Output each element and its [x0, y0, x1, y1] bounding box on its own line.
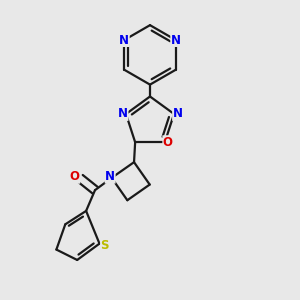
- Text: N: N: [172, 107, 183, 121]
- Text: O: O: [70, 170, 80, 183]
- Text: O: O: [163, 136, 173, 149]
- Text: N: N: [105, 170, 115, 183]
- Text: N: N: [119, 34, 129, 46]
- Text: S: S: [100, 238, 109, 252]
- Text: N: N: [171, 34, 181, 46]
- Text: N: N: [118, 107, 128, 121]
